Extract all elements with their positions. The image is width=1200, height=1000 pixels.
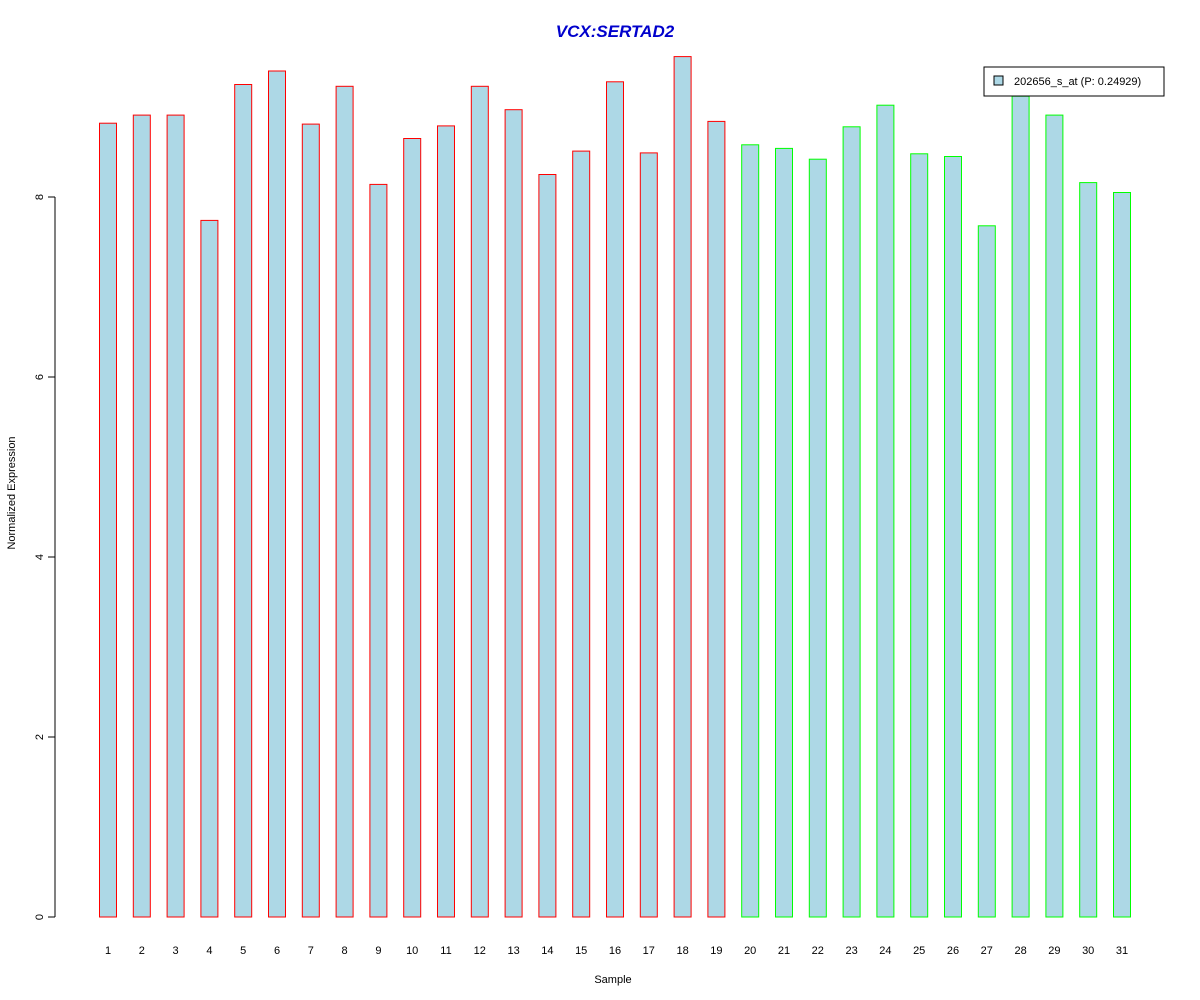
x-tick-label: 2 [139,945,145,957]
x-tick-label: 1 [105,945,111,957]
x-tick-label: 30 [1082,945,1094,957]
bar-sample-21 [775,147,793,918]
bar-sample-10 [403,138,422,918]
bar-sample-3 [166,114,185,918]
bar-sample-26 [944,156,962,918]
x-tick-label: 16 [609,945,621,957]
bar-sample-17 [639,152,658,918]
bar-sample-25 [910,153,929,918]
x-tick-label: 14 [541,945,553,957]
x-tick-label: 18 [676,945,688,957]
x-tick-label: 10 [406,945,418,957]
bar-sample-20 [741,144,760,918]
bar-sample-30 [1079,182,1098,918]
x-tick-label: 20 [744,945,756,957]
y-tick-label: 0 [34,914,46,920]
bar-sample-18 [673,56,692,918]
x-tick-label: 8 [342,945,348,957]
bar-sample-13 [504,109,523,918]
bar-sample-16 [606,81,624,918]
bar-sample-11 [437,125,455,918]
y-tick-label: 2 [34,734,46,740]
x-tick-label: 4 [206,945,212,957]
bar-sample-12 [470,85,489,918]
bar-sample-8 [335,85,354,918]
x-tick-label: 15 [575,945,587,957]
x-tick-label: 25 [913,945,925,957]
x-tick-label: 12 [474,945,486,957]
legend-label: 202656_s_at (P: 0.24929) [1014,76,1141,88]
bar-sample-22 [808,158,827,918]
x-tick-label: 9 [375,945,381,957]
y-axis: 0 2 4 6 8 [34,194,56,920]
bar-sample-14 [538,174,557,918]
x-tick-label: 29 [1048,945,1060,957]
x-axis-label: Sample [594,974,631,986]
x-tick-label: 24 [879,945,891,957]
x-tick-label: 7 [308,945,314,957]
bar-sample-27 [977,225,996,918]
y-tick-label: 6 [34,374,46,380]
legend: 202656_s_at (P: 0.24929) [983,66,1165,97]
bar-sample-5 [234,84,253,918]
bar-sample-28 [1011,95,1030,918]
x-tick-label: 28 [1014,945,1026,957]
bar-sample-4 [200,219,219,918]
x-tick-label: 23 [845,945,857,957]
x-tick-labels: 1 2 3 4 5 6 7 8 9 10 11 12 13 14 15 16 17 18 19 20 21 22 23 24 2… [105,945,1128,957]
x-tick-label: 6 [274,945,280,957]
chart-title: VCX:SERTAD2 [556,22,675,41]
x-tick-label: 27 [981,945,993,957]
bar-sample-19 [707,120,726,918]
x-tick-label: 5 [240,945,246,957]
x-tick-label: 31 [1116,945,1128,957]
legend-box [983,66,1165,97]
legend-swatch [993,75,1004,86]
bar-sample-6 [268,70,286,918]
x-tick-label: 22 [812,945,824,957]
x-tick-label: 19 [710,945,722,957]
bar-sample-15 [572,150,591,918]
bar-sample-29 [1045,114,1064,918]
x-tick-label: 3 [173,945,179,957]
x-tick-label: 26 [947,945,959,957]
bar-sample-23 [842,126,861,918]
y-tick-label: 4 [34,554,46,560]
bar-sample-1 [99,122,117,918]
x-tick-label: 13 [507,945,519,957]
bars [99,56,1131,918]
bar-sample-7 [301,123,320,918]
bar-sample-9 [369,183,388,918]
x-tick-label: 17 [643,945,655,957]
bar-sample-2 [132,114,151,918]
x-tick-label: 11 [440,945,451,957]
y-tick-label: 8 [34,194,46,200]
bar-sample-31 [1113,192,1131,918]
y-axis-label: Normalized Expression [6,436,18,549]
bar-sample-24 [876,104,895,918]
x-tick-label: 21 [778,945,790,957]
